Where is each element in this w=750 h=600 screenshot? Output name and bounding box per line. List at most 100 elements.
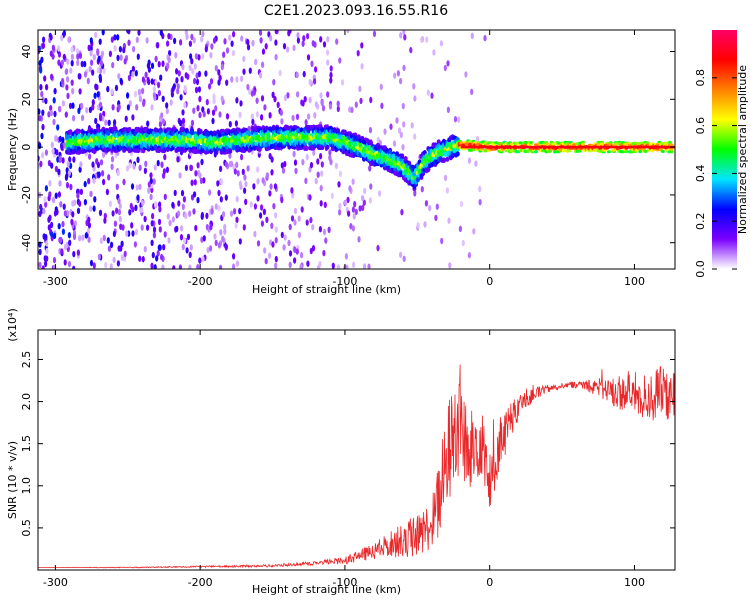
spectrogram-noise-cell: [358, 205, 362, 212]
spectrogram-noise-cell: [309, 247, 313, 255]
spectrogram-noise-cell: [225, 79, 229, 86]
spectrogram-noise-cell: [254, 58, 258, 66]
spectrogram-noise-cell: [356, 50, 360, 57]
spectrogram-ridge-cell: [155, 128, 160, 134]
spectrogram-noise-cell: [144, 160, 148, 167]
spectrogram-noise-cell: [293, 159, 298, 166]
spectrogram-ridge-cell: [608, 141, 613, 145]
spectrogram-noise-cell: [120, 254, 124, 261]
spectrogram-noise-cell: [184, 212, 188, 219]
spectrogram-noise-cell: [413, 133, 417, 140]
spectrogram-ridge-cell: [294, 132, 299, 138]
spectrogram-ridge-cell: [528, 140, 533, 145]
spectrogram-ridge-cell: [407, 160, 412, 166]
spectrogram-noise-cell: [270, 169, 274, 176]
spectrogram-noise-cell: [87, 177, 91, 185]
spectrogram-noise-cell: [84, 232, 88, 239]
x-tick-label: 100: [624, 576, 645, 589]
spectrogram-noise-cell: [110, 88, 114, 95]
spectrogram-noise-cell: [103, 217, 107, 224]
spectrogram-noise-cell: [96, 67, 100, 74]
y-tick-label: 40: [20, 45, 33, 59]
spectrogram-noise-cell: [50, 141, 54, 149]
colorbar-tick-label: 0.6: [694, 117, 707, 135]
spectrogram-noise-cell: [171, 216, 175, 223]
spectrogram-noise-cell: [278, 69, 282, 77]
spectrogram-noise-cell: [72, 233, 77, 240]
spectrogram-noise-cell: [303, 96, 307, 103]
spectrogram-noise-cell: [38, 114, 42, 122]
spectrogram-noise-cell: [416, 222, 420, 229]
spectrogram-ridge-cell: [415, 177, 420, 183]
spectrogram-noise-cell: [395, 117, 399, 124]
spectrogram-noise-cell: [60, 248, 64, 255]
spectrogram-noise-cell: [246, 44, 251, 51]
spectrogram-noise-cell: [57, 168, 61, 175]
spectrogram-noise-cell: [362, 199, 366, 206]
spectrogram-noise-cell: [443, 174, 448, 182]
spectrogram-noise-cell: [41, 265, 45, 269]
spectrogram-ridge-cell: [643, 149, 648, 153]
spectrogram-noise-cell: [52, 256, 57, 264]
spectrogram-noise-cell: [95, 158, 99, 165]
spectrogram-noise-cell: [127, 74, 131, 82]
spectrogram-noise-cell: [45, 84, 49, 91]
spectrogram-noise-cell: [232, 253, 236, 260]
spectrogram-noise-cell: [319, 185, 323, 192]
spectrogram-noise-cell: [94, 31, 98, 39]
spectrogram-noise-cell: [204, 46, 208, 53]
spectrogram-noise-cell: [314, 101, 318, 108]
spectrogram-noise-cell: [51, 196, 56, 204]
spectrogram-noise-cell: [107, 174, 111, 181]
spectrogram-noise-cell: [71, 102, 75, 109]
spectrogram-noise-cell: [180, 225, 184, 232]
spectrogram-noise-cell: [131, 71, 135, 78]
spectrogram-noise-cell: [194, 170, 198, 177]
spectrogram-noise-cell: [428, 204, 432, 212]
snr-axes: -300 -200 -100 0 100 0.5 1.0 1.5 2.0 2.5: [20, 330, 675, 589]
spectrogram-noise-cell: [253, 203, 257, 210]
spectrogram-noise-cell: [87, 44, 91, 51]
spectrogram-noise-cell: [189, 244, 193, 251]
spectrogram-noise-cell: [138, 255, 142, 262]
spectrogram-noise-cell: [188, 251, 192, 258]
spectrogram-noise-cell: [128, 162, 132, 169]
spectrogram-noise-cell: [78, 88, 82, 95]
spectrogram-noise-cell: [478, 199, 482, 206]
spectrogram-noise-cell: [346, 196, 350, 204]
spectrogram-noise-cell: [295, 248, 299, 255]
spectrogram-noise-cell: [102, 67, 106, 75]
spectrogram-noise-cell: [268, 190, 272, 197]
spectrogram-noise-cell: [316, 171, 320, 178]
spectrogram-noise-cell: [296, 37, 300, 44]
spectrogram-noise-cell: [126, 92, 130, 99]
x-tick-label: -200: [188, 576, 213, 589]
spectrogram-noise-cell: [52, 118, 56, 126]
spectrogram-noise-cell: [102, 178, 106, 186]
spectrogram-noise-cell: [329, 71, 333, 79]
spectrogram-noise-cell: [274, 30, 278, 35]
spectrogram-noise-cell: [39, 67, 43, 74]
spectrogram-noise-cell: [99, 237, 103, 244]
spectrogram-noise-cell: [178, 119, 183, 127]
spectrogram-noise-cell: [67, 260, 72, 268]
spectrogram-noise-cell: [351, 178, 355, 185]
spectrogram-noise-cell: [179, 94, 183, 101]
spectrogram-noise-cell: [349, 223, 353, 230]
y-tick-label: 20: [20, 92, 33, 106]
spectrogram-noise-cell: [221, 235, 225, 242]
spectrogram-noise-cell: [152, 232, 156, 239]
spectrogram-noise-cell: [194, 53, 198, 60]
spectrogram-noise-cell: [309, 161, 314, 169]
spectrogram-ridge-cell: [669, 147, 674, 151]
spectrogram-noise-cell: [150, 239, 154, 246]
spectrogram-noise-cell: [206, 246, 210, 254]
spectrogram-noise-cell: [135, 36, 139, 43]
spectrogram-noise-cell: [225, 113, 230, 120]
spectrogram-noise-cell: [193, 179, 197, 186]
spectrogram-noise-cell: [174, 52, 178, 59]
spectrogram-noise-cell: [291, 114, 295, 122]
spectrogram-noise-cell: [131, 114, 135, 121]
spectrogram-noise-cell: [151, 251, 155, 259]
spectrogram-noise-cell: [44, 201, 48, 208]
